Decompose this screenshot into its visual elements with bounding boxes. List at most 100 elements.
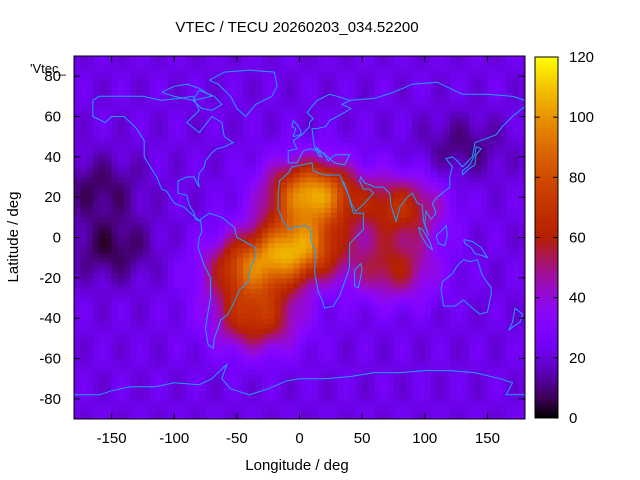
heatmap-cell xyxy=(180,227,188,234)
heatmap-cell xyxy=(130,287,138,294)
heatmap-cell xyxy=(393,182,401,188)
heatmap-cell xyxy=(218,277,225,284)
heatmap-cell xyxy=(324,71,332,77)
heatmap-cell xyxy=(142,101,150,108)
heatmap-cell xyxy=(236,408,244,415)
heatmap-cell xyxy=(268,71,276,77)
heatmap-cell xyxy=(305,222,313,229)
heatmap-cell xyxy=(130,217,138,223)
heatmap-cell xyxy=(149,378,157,385)
heatmap-cell xyxy=(493,207,501,213)
heatmap-cell xyxy=(330,91,338,97)
heatmap-cell xyxy=(130,166,138,173)
heatmap-cell xyxy=(431,323,438,329)
heatmap-cell xyxy=(330,413,338,419)
heatmap-cell xyxy=(343,232,351,239)
heatmap-cell xyxy=(193,413,200,419)
heatmap-cell xyxy=(493,187,501,193)
heatmap-cell xyxy=(199,348,207,355)
heatmap-cell xyxy=(249,166,257,173)
heatmap-cell xyxy=(368,363,376,370)
heatmap-cell xyxy=(299,403,307,410)
heatmap-cell xyxy=(111,373,119,380)
heatmap-cell xyxy=(343,86,351,92)
heatmap-cell xyxy=(368,252,376,259)
heatmap-cell xyxy=(117,348,125,355)
heatmap-cell xyxy=(149,242,157,249)
heatmap-cell xyxy=(199,368,207,375)
heatmap-cell xyxy=(424,151,432,158)
heatmap-cell xyxy=(180,197,188,203)
heatmap-cell xyxy=(105,267,113,274)
heatmap-cell xyxy=(280,308,288,314)
heatmap-cell xyxy=(318,232,326,239)
heatmap-cell xyxy=(286,146,294,153)
heatmap-cell xyxy=(305,308,313,314)
heatmap-cell xyxy=(362,388,369,395)
heatmap-cell xyxy=(261,353,269,360)
heatmap-cell xyxy=(274,398,282,405)
heatmap-cell xyxy=(374,247,382,254)
heatmap-cell xyxy=(193,272,200,279)
heatmap-cell xyxy=(274,106,282,113)
heatmap-cell xyxy=(405,151,413,158)
heatmap-cell xyxy=(362,323,369,329)
heatmap-cell xyxy=(362,106,369,113)
heatmap-cell xyxy=(487,141,495,148)
heatmap-cell xyxy=(243,403,250,410)
heatmap-cell xyxy=(493,343,501,350)
heatmap-cell xyxy=(280,262,288,269)
heatmap-cell xyxy=(374,202,382,208)
heatmap-cell xyxy=(337,373,344,380)
heatmap-cell xyxy=(124,207,131,213)
heatmap-cell xyxy=(74,61,81,67)
heatmap-cell xyxy=(180,323,188,329)
heatmap-cell xyxy=(412,101,420,108)
heatmap-cell xyxy=(362,313,369,319)
heatmap-cell xyxy=(149,413,157,419)
heatmap-cell xyxy=(418,136,426,143)
heatmap-cell xyxy=(362,71,369,77)
heatmap-cell xyxy=(99,227,106,234)
heatmap-cell xyxy=(193,313,200,319)
heatmap-cell xyxy=(437,398,445,405)
heatmap-cell xyxy=(424,146,432,153)
heatmap-cell xyxy=(456,363,463,370)
heatmap-cell xyxy=(330,212,338,218)
heatmap-cell xyxy=(449,202,457,208)
heatmap-cell xyxy=(462,318,470,324)
heatmap-cell xyxy=(236,76,244,82)
heatmap-cell xyxy=(136,353,144,360)
heatmap-cell xyxy=(286,187,294,193)
heatmap-cell xyxy=(318,161,326,168)
heatmap-cell xyxy=(268,408,276,415)
heatmap-cell xyxy=(99,333,106,339)
heatmap-cell xyxy=(312,292,319,299)
heatmap-cell xyxy=(167,403,175,410)
heatmap-cell xyxy=(437,187,445,193)
heatmap-cell xyxy=(236,313,244,319)
heatmap-cell xyxy=(431,101,438,108)
heatmap-cell xyxy=(462,393,470,400)
heatmap-cell xyxy=(111,358,119,365)
heatmap-cell xyxy=(412,303,420,309)
heatmap-cell xyxy=(380,131,388,138)
heatmap-cell xyxy=(142,161,150,168)
heatmap-cell xyxy=(412,388,420,395)
heatmap-cell xyxy=(117,202,125,208)
heatmap-cell xyxy=(368,96,376,102)
heatmap-cell xyxy=(180,161,188,168)
heatmap-cell xyxy=(481,363,489,370)
heatmap-cell xyxy=(92,398,100,405)
heatmap-cell xyxy=(111,338,119,344)
heatmap-cell xyxy=(130,353,138,360)
heatmap-cell xyxy=(318,192,326,198)
heatmap-cell xyxy=(199,308,207,314)
heatmap-cell xyxy=(487,318,495,324)
heatmap-cell xyxy=(368,177,376,183)
heatmap-cell xyxy=(136,393,144,400)
heatmap-cell xyxy=(481,166,489,173)
heatmap-cell xyxy=(443,111,451,118)
heatmap-cell xyxy=(274,91,282,97)
heatmap-cell xyxy=(462,348,470,355)
